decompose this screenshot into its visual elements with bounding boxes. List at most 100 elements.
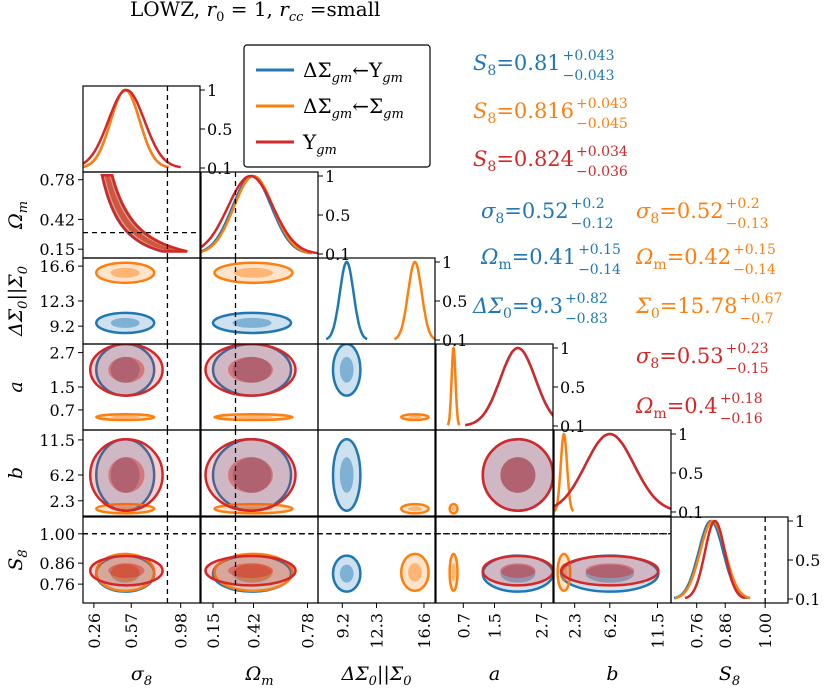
annotation-lower: −0.12 — [571, 216, 614, 232]
marginal-blue — [325, 260, 368, 341]
panel-S8-Omega_m — [200, 516, 319, 604]
annotation-blue: σ8=0.52 — [481, 199, 569, 227]
panel-a-DeltaSigma0 — [317, 343, 436, 431]
panel-a-Omega_m — [200, 343, 319, 431]
panel-DeltaSigma0-sigma8 — [82, 257, 201, 345]
panel-a-sigma8 — [82, 343, 201, 431]
contour-orange-outer-fill-5-2 — [401, 553, 429, 591]
contour-red-inner-fill-5-1 — [228, 563, 273, 579]
contour-orange-outer-line-3-0 — [95, 412, 156, 422]
contour-red-outer-line-4-3 — [481, 438, 553, 512]
contour-red-outer-fill-5-1 — [205, 556, 296, 586]
contour-orange-outer-line-5-3 — [448, 552, 459, 593]
contour-blue-inner-fill-3-2 — [339, 356, 354, 383]
y-tick-label: 0.78 — [39, 171, 75, 190]
contour-blue-outer-line-5-2 — [331, 554, 362, 593]
x-tick-label: 0.76 — [688, 613, 707, 649]
contour-blue-inner-fill-5-1 — [232, 564, 272, 583]
contour-orange-outer-line-4-1 — [213, 502, 294, 515]
x-tick-label: 2.7 — [532, 613, 551, 638]
y-tick-label: 0.42 — [39, 210, 75, 229]
panel-frame — [553, 429, 672, 517]
contour-blue-inner-fill-5-3 — [500, 564, 536, 583]
panel-DeltaSigma0-DeltaSigma0: 1 0.5 0.1 — [317, 253, 467, 350]
panel-frame — [82, 429, 201, 517]
contour-orange-outer-line-2-0 — [95, 261, 156, 285]
panel-b-b: 1 0.5 0.1 — [553, 425, 703, 522]
y-tick-label: 0.15 — [39, 240, 75, 259]
x-tick-label: 0.98 — [172, 613, 191, 649]
diag-tick-label: 0.1 — [207, 159, 232, 178]
annotation-upper: +0.18 — [720, 391, 763, 407]
x-axis-label-S8: S8 — [719, 663, 740, 689]
panel-Omega_m-sigma8 — [82, 171, 201, 259]
contour-red-outer-line-5-4 — [559, 554, 660, 587]
panel-frame — [82, 516, 201, 604]
contour-orange-inner-fill-3-1 — [234, 415, 273, 419]
contour-blue-outer-fill-4-1 — [213, 439, 291, 511]
contour-blue-outer-fill-4-0 — [96, 439, 155, 511]
contour-blue-outer-fill-5-0 — [96, 555, 155, 592]
contour-blue-outer-fill-2-1 — [213, 312, 291, 333]
annotation-upper: +0.15 — [578, 242, 621, 258]
contour-blue-inner-fill-5-0 — [110, 564, 140, 583]
diag-tick-label: 1 — [678, 425, 688, 444]
contour-red-outer-line-5-3 — [481, 554, 553, 587]
y-tick-label: 6.2 — [50, 466, 75, 485]
contour-blue-inner-fill-3-0 — [110, 356, 140, 383]
marginal-red — [83, 88, 181, 169]
annotation-upper: +0.043 — [576, 96, 628, 112]
contour-blue-inner-fill-1-0 — [104, 175, 180, 252]
annotation-lower: −0.7 — [740, 311, 774, 327]
legend-label-blue: ΔΣgm←Υgm — [303, 58, 403, 86]
panel-frame — [670, 516, 789, 604]
contour-red-outer-fill-4-0 — [90, 439, 163, 511]
contour-orange-inner-fill-5-1 — [234, 563, 273, 582]
contour-red-outer-line-4-1 — [204, 438, 297, 512]
contour-orange-outer-fill-2-1 — [214, 262, 293, 283]
x-axis-label-a: a — [489, 663, 500, 685]
contour-red-outer-fill-5-4 — [561, 556, 659, 586]
x-axis-label-DeltaSigma0: ΔΣ0||Σ0 — [341, 663, 412, 689]
y-axis-label-S8: S8 — [5, 549, 31, 570]
contour-red-inner-fill-5-0 — [108, 563, 145, 579]
contour-red-inner-fill-4-1 — [228, 457, 273, 493]
contour-blue-outer-fill-4-2 — [333, 439, 361, 511]
contour-red-outer-line-3-1 — [204, 344, 297, 397]
panel-S8-sigma8 — [82, 516, 201, 604]
contour-orange-outer-line-3-1 — [213, 412, 294, 422]
annotation-orange: σ8=0.52 — [636, 199, 724, 227]
y-axis-label-Omega_m: Ωm — [5, 201, 31, 230]
contour-orange-outer-fill-5-0 — [96, 553, 155, 591]
contour-blue-outer-fill-5-2 — [333, 555, 361, 592]
diag-tick-label: 1 — [795, 512, 805, 531]
contour-orange-outer-fill-5-1 — [214, 553, 293, 591]
marginal-orange — [446, 345, 461, 426]
contour-red-outer-line-5-0 — [88, 554, 164, 587]
contour-orange-inner-fill-5-2 — [408, 563, 422, 582]
x-tick-label: 0.7 — [454, 613, 473, 638]
panel-frame — [82, 171, 201, 259]
annotation-lower: −0.15 — [726, 361, 769, 377]
x-tick-label: 2.3 — [566, 613, 585, 638]
marginal-red — [201, 174, 318, 255]
contour-blue-inner-fill-2-1 — [232, 317, 272, 328]
axis-labels: 0.150.420.78Ωm9.212.316.6ΔΣ0||Σ00.71.52.… — [5, 171, 775, 689]
annotation-orange: Σ0=15.78 — [635, 294, 738, 322]
diag-tick-label: 1 — [442, 253, 452, 272]
contour-red-inner-fill-4-3 — [500, 457, 536, 493]
x-tick-label: 1.00 — [756, 613, 775, 649]
diag-tick-label: 0.5 — [207, 120, 232, 139]
annotation-upper: +0.034 — [576, 144, 628, 160]
annotation-lower: −0.14 — [733, 262, 776, 278]
x-axis-label-sigma8: σ8 — [131, 663, 152, 689]
contour-orange-outer-fill-4-2 — [401, 504, 429, 514]
contour-orange-outer-fill-4-3 — [449, 504, 458, 514]
marginal-red — [554, 432, 671, 511]
contour-red-outer-fill-4-1 — [205, 439, 296, 511]
contour-red-inner-fill-5-4 — [585, 563, 635, 579]
contour-orange-inner-fill-2-1 — [234, 267, 273, 278]
diag-tick-label: 0.5 — [678, 464, 703, 483]
y-tick-label: 0.7 — [50, 401, 75, 420]
